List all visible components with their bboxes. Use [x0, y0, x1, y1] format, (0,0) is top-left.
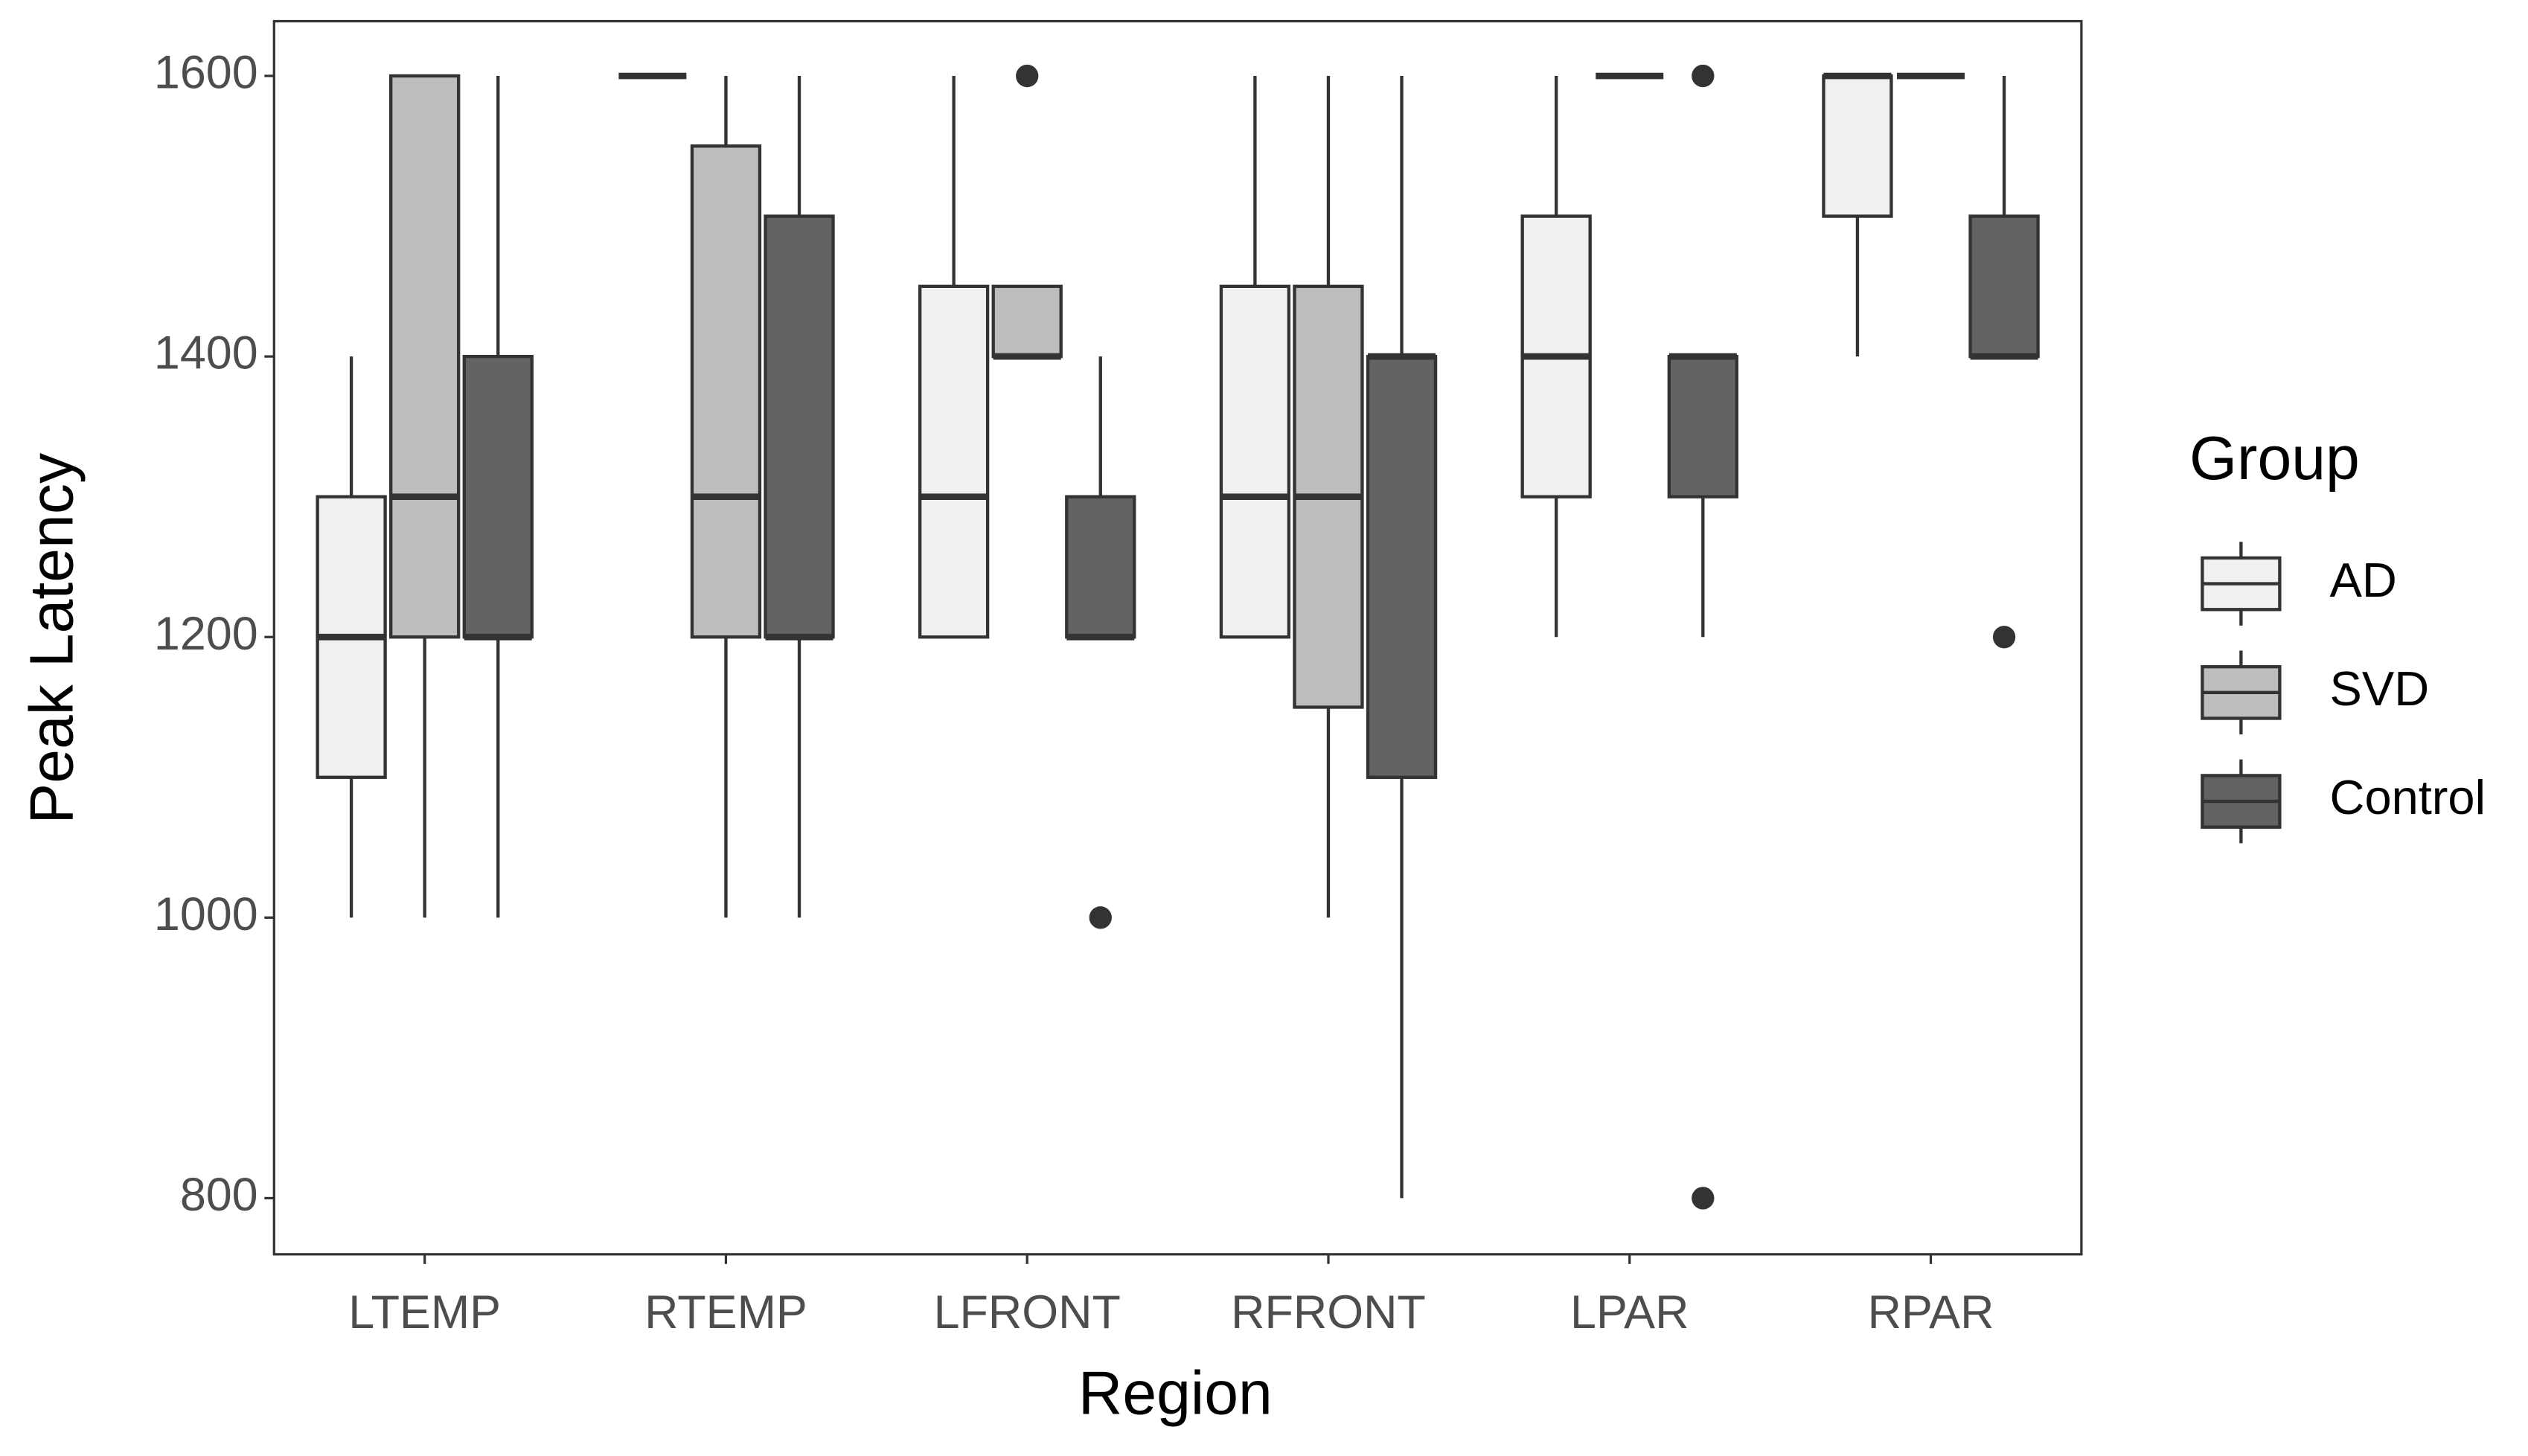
outlier [1089, 906, 1112, 929]
y-tick-label: 1400 [154, 327, 258, 379]
box [1219, 284, 1291, 639]
panel [272, 19, 2083, 1256]
legend-label: AD [2330, 553, 2397, 607]
box [389, 74, 461, 639]
box [991, 284, 1063, 359]
y-axis-title: Peak Latency [18, 453, 86, 824]
box [1667, 354, 1738, 498]
box [690, 144, 762, 639]
y-tick-label: 1000 [154, 888, 258, 940]
y-tick-label: 1200 [154, 608, 258, 660]
x-tick-label: LPAR [1570, 1286, 1689, 1338]
y-tick-label: 1600 [154, 47, 258, 99]
legend-title: Group [2189, 424, 2360, 493]
box [1822, 74, 1893, 218]
legend-label: SVD [2330, 661, 2430, 716]
y-tick-label: 800 [180, 1169, 258, 1221]
outlier [1016, 64, 1039, 88]
x-tick-label: LTEMP [348, 1286, 501, 1338]
legend-label: Control [2330, 770, 2486, 824]
outlier [1692, 1187, 1715, 1210]
outlier [1692, 64, 1715, 88]
x-tick-label: RTEMP [644, 1286, 807, 1338]
box [462, 354, 534, 639]
x-tick-label: RPAR [1868, 1286, 1994, 1338]
box [1366, 354, 1438, 779]
x-tick-label: LFRONT [934, 1286, 1121, 1338]
box [1065, 495, 1136, 639]
box [918, 284, 990, 639]
box [1968, 214, 2040, 359]
box [764, 214, 835, 639]
x-tick-label: RFRONT [1231, 1286, 1426, 1338]
outlier [1992, 626, 2016, 649]
x-axis-title: Region [1078, 1359, 1273, 1427]
